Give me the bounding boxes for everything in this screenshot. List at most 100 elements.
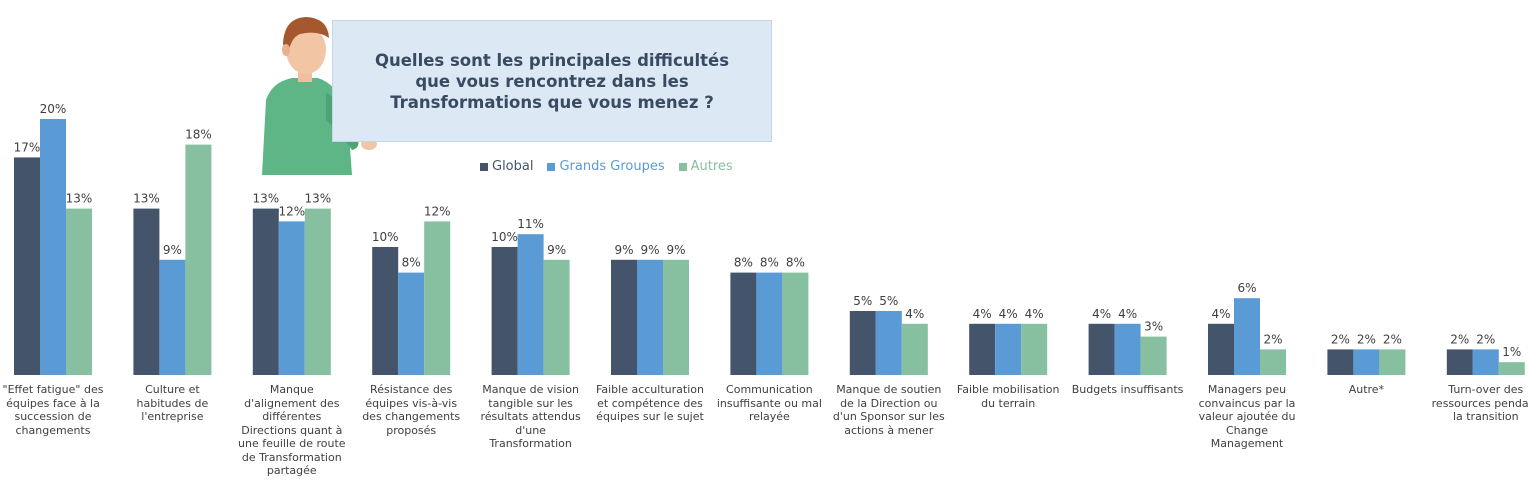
value-label-global-3: 10% (372, 230, 399, 244)
value-label-grands-groupes-11: 2% (1357, 332, 1376, 346)
question-text: Quelles sont les principales difficultés… (374, 50, 730, 112)
category-label-1: Culture et habitudes de l'entreprise (136, 383, 209, 423)
value-label-global-6: 8% (734, 256, 753, 270)
value-label-autres-3: 12% (424, 204, 451, 218)
value-label-autres-2: 13% (304, 192, 331, 206)
bar-autres-12 (1498, 362, 1525, 375)
value-label-grands-groupes-5: 9% (640, 243, 659, 257)
bar-global-7 (849, 311, 876, 375)
bar-autres-0 (66, 208, 92, 375)
value-label-autres-8: 4% (1025, 307, 1044, 321)
value-label-autres-10: 2% (1263, 332, 1282, 346)
value-label-global-8: 4% (973, 307, 992, 321)
bar-grands-groupes-1 (159, 259, 186, 375)
legend-swatch-global (480, 162, 488, 171)
category-label-7: Manque de soutien de la Direction ou d'u… (832, 383, 945, 437)
value-label-autres-1: 18% (185, 128, 212, 142)
value-label-autres-0: 13% (66, 192, 93, 206)
legend-item-grands-groupes: Grands Groupes (547, 159, 665, 174)
legend-swatch-grands-groupes (547, 162, 556, 171)
bar-autres-5 (663, 259, 689, 375)
legend-label-grands-groupes: Grands Groupes (559, 159, 665, 174)
bar-grands-groupes-6 (756, 272, 783, 375)
value-label-autres-12: 1% (1502, 345, 1521, 359)
value-label-global-1: 13% (133, 192, 160, 206)
value-label-global-0: 17% (14, 140, 41, 154)
bar-autres-3 (424, 221, 451, 375)
legend: Global Grands Groupes Autres (480, 159, 733, 174)
value-label-global-9: 4% (1092, 307, 1111, 321)
bar-global-9 (1088, 323, 1115, 375)
bar-grands-groupes-5 (637, 259, 663, 375)
value-label-autres-4: 9% (547, 243, 566, 257)
value-label-grands-groupes-6: 8% (760, 256, 779, 270)
value-label-autres-6: 8% (786, 256, 805, 270)
bar-global-0 (14, 157, 40, 375)
category-label-10: Managers peu convaincus par la valeur aj… (1198, 383, 1296, 450)
value-label-grands-groupes-7: 5% (879, 294, 898, 308)
bar-global-5 (611, 259, 637, 375)
category-label-9: Budgets insuffisants (1071, 383, 1184, 396)
bar-grands-groupes-3 (398, 272, 425, 375)
value-label-grands-groupes-12: 2% (1476, 332, 1495, 346)
category-label-4: Manque de vision tangible sur les résult… (480, 383, 581, 450)
bar-autres-11 (1379, 349, 1406, 375)
value-label-grands-groupes-0: 20% (40, 102, 67, 116)
value-label-autres-5: 9% (666, 243, 685, 257)
value-label-grands-groupes-3: 8% (402, 256, 421, 270)
bar-global-3 (372, 247, 399, 375)
value-label-autres-7: 4% (905, 307, 924, 321)
bar-autres-1 (185, 144, 212, 375)
value-label-global-5: 9% (614, 243, 633, 257)
bar-global-8 (969, 323, 996, 375)
bar-autres-8 (1021, 323, 1048, 375)
bar-autres-10 (1260, 349, 1286, 375)
value-label-global-7: 5% (853, 294, 872, 308)
legend-item-autres: Autres (678, 159, 733, 174)
category-label-5: Faible acculturation et compétence des é… (596, 383, 704, 423)
bar-grands-groupes-7 (875, 311, 902, 375)
bar-autres-6 (782, 272, 809, 375)
bar-global-11 (1327, 349, 1354, 375)
category-label-12: Turn-over des ressources pendant la tran… (1431, 383, 1529, 423)
value-label-global-11: 2% (1331, 332, 1350, 346)
value-label-global-4: 10% (491, 230, 518, 244)
value-label-global-2: 13% (252, 192, 279, 206)
category-label-8: Faible mobilisation du terrain (956, 383, 1060, 410)
value-label-grands-groupes-1: 9% (163, 243, 182, 257)
bar-global-12 (1446, 349, 1473, 375)
category-label-11: Autre* (1348, 383, 1385, 396)
bar-global-10 (1208, 323, 1234, 375)
bar-global-1 (133, 208, 160, 375)
bar-grands-groupes-11 (1353, 349, 1380, 375)
value-label-grands-groupes-9: 4% (1118, 307, 1137, 321)
bar-autres-7 (901, 323, 928, 375)
bar-global-4 (491, 247, 518, 375)
bar-grands-groupes-12 (1472, 349, 1499, 375)
person-illustration (262, 17, 377, 175)
category-label-6: Communication insuffisante ou mal relayé… (716, 383, 822, 423)
bar-autres-2 (304, 208, 331, 375)
value-label-grands-groupes-4: 11% (517, 217, 544, 231)
category-label-3: Résistance des équipes vis-à-vis des cha… (362, 383, 461, 437)
category-label-0: "Effet fatigue" des équipes face à la su… (2, 383, 104, 437)
bar-grands-groupes-2 (278, 221, 305, 375)
value-label-autres-9: 3% (1144, 320, 1163, 334)
value-label-grands-groupes-2: 12% (278, 204, 305, 218)
value-label-global-12: 2% (1450, 332, 1469, 346)
bar-global-2 (252, 208, 279, 375)
legend-item-global: Global (480, 159, 533, 174)
bar-autres-4 (543, 259, 570, 375)
value-label-autres-11: 2% (1383, 332, 1402, 346)
bar-grands-groupes-4 (517, 234, 544, 375)
legend-label-global: Global (492, 159, 534, 174)
value-label-grands-groupes-8: 4% (999, 307, 1018, 321)
bar-grands-groupes-8 (995, 323, 1022, 375)
legend-swatch-autres (678, 162, 687, 171)
question-bubble: Quelles sont les principales difficultés… (332, 20, 772, 142)
category-label-2: Manque d'alignement des différentes Dire… (238, 383, 346, 477)
bar-grands-groupes-10 (1234, 298, 1260, 375)
value-label-grands-groupes-10: 6% (1237, 281, 1256, 295)
bar-grands-groupes-0 (40, 119, 66, 375)
